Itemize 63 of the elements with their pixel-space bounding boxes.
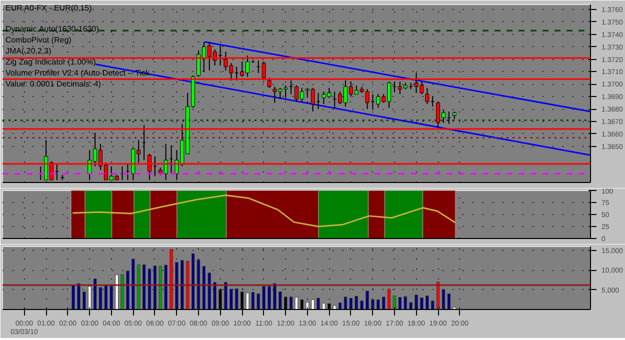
bar [191,253,195,310]
bar [110,286,114,310]
bar [430,300,434,310]
bar [126,270,130,310]
bar [72,284,75,310]
bar [366,290,369,310]
bar [153,266,157,310]
bar [230,288,233,310]
bar [175,262,178,310]
bar [322,302,326,310]
bar [382,296,386,310]
bar [414,294,418,310]
bar [311,299,314,310]
bar [208,272,212,310]
bar [273,283,276,310]
bar [115,274,118,310]
bar [420,297,424,310]
annotation: JMA(,20,2,3) [6,46,52,56]
bar [371,299,374,310]
bar [436,282,440,310]
bar [136,264,140,310]
bar [289,296,293,310]
bar [256,294,260,310]
bar [251,292,255,310]
bar [332,305,336,310]
bar [180,260,184,310]
bar [387,288,391,310]
bar [170,249,173,310]
bar [404,296,408,310]
bar [316,298,320,310]
bar [132,258,135,310]
bar [360,300,364,310]
bar [158,266,162,310]
bar [338,302,342,310]
bar [278,292,282,310]
bar [306,302,310,310]
chart-title: EUR A0-FX - EUR(0,15) Dynamic,Auto(1630-1630) [6,4,99,34]
bar [202,266,206,310]
bar [376,299,380,310]
bar [164,264,168,310]
bar [142,264,146,310]
bar [409,302,412,310]
bar [224,282,228,310]
bar [426,295,429,310]
bar [104,284,108,310]
bar [447,294,451,310]
bar [268,286,271,310]
bar [88,286,92,310]
bar [82,292,86,310]
annotation: Zig Zag Indicator (1.00%) [6,58,96,66]
bar [186,260,190,310]
bar [398,297,402,310]
line-series [72,194,456,228]
bar [213,282,216,310]
bar [354,296,358,310]
bar [262,286,266,310]
bar [120,274,124,310]
bar [93,278,97,310]
candlestick [425,87,430,105]
annotation: ComboPivot (Reg) [6,36,72,44]
bar [349,298,353,310]
bar [77,283,80,310]
bar [234,288,238,310]
